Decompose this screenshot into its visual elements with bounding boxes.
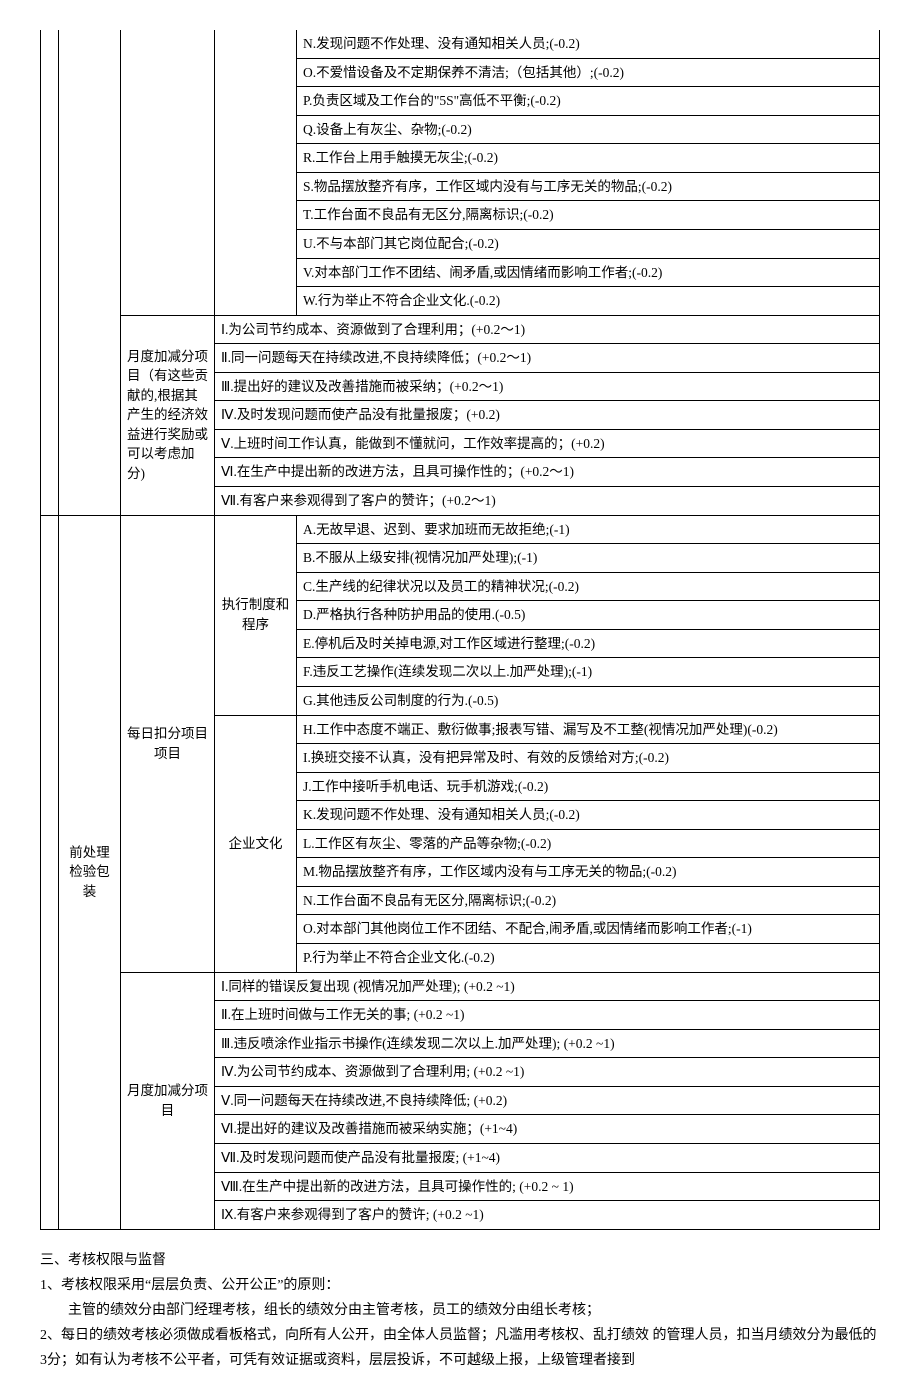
s1-bonus-item: Ⅶ.有客户来参观得到了客户的赞许；(+0.2～1) bbox=[215, 487, 880, 516]
s2-culture-item: M.物品摆放整齐有序，工作区域内没有与工序无关的物品;(-0.2) bbox=[297, 858, 880, 887]
s2-exec-item: B.不服从上级安排(视情况加严处理);(-1) bbox=[297, 544, 880, 573]
s2-culture-item: I.换班交接不认真，没有把异常及时、有效的反馈给对方;(-0.2) bbox=[297, 744, 880, 773]
s1-bonus-item: Ⅴ.上班时间工作认真，能做到不懂就问，工作效率提高的；(+0.2) bbox=[215, 429, 880, 458]
s1-col-b bbox=[59, 30, 121, 515]
s2-bonus-item: Ⅴ.同一问题每天在持续改进,不良持续降低; (+0.2) bbox=[215, 1086, 880, 1115]
footer-section: 三、考核权限与监督 1、考核权限采用“层层负责、公开公正”的原则： 主管的绩效分… bbox=[40, 1248, 880, 1374]
s1-col-a bbox=[41, 30, 59, 515]
s2-exec-item: D.严格执行各种防护用品的使用.(-0.5) bbox=[297, 601, 880, 630]
s1-culture-item: N.发现问题不作处理、没有通知相关人员;(-0.2) bbox=[297, 30, 880, 58]
s2-col-a bbox=[41, 515, 59, 1229]
s2-exec-item: A.无故早退、迟到、要求加班而无故拒绝;(-1) bbox=[297, 515, 880, 544]
footer-heading: 三、考核权限与监督 bbox=[40, 1248, 880, 1273]
s1-culture-item: O.不爱惜设备及不定期保养不清洁;（包括其他）;(-0.2) bbox=[297, 58, 880, 87]
s1-bonus-item: Ⅵ.在生产中提出新的改进方法，且具可操作性的；(+0.2～1) bbox=[215, 458, 880, 487]
s2-culture-item: N.工作台面不良品有无区分,隔离标识;(-0.2) bbox=[297, 886, 880, 915]
s2-culture-label: 企业文化 bbox=[215, 715, 297, 972]
evaluation-table: N.发现问题不作处理、没有通知相关人员;(-0.2) O.不爱惜设备及不定期保养… bbox=[40, 30, 880, 1230]
s1-col-c-culture bbox=[121, 30, 215, 315]
s1-col-d-culture bbox=[215, 30, 297, 315]
s1-culture-item: U.不与本部门其它岗位配合;(-0.2) bbox=[297, 229, 880, 258]
s1-culture-item: S.物品摆放整齐有序，工作区域内没有与工序无关的物品;(-0.2) bbox=[297, 172, 880, 201]
s2-monthly-label: 月度加减分项目 bbox=[121, 972, 215, 1229]
s1-monthly-bonus-label: 月度加减分项目（有这些贡献的,根据其产生的经济效益进行奖励或可以考虑加分) bbox=[121, 315, 215, 515]
s2-bonus-item: Ⅵ.提出好的建议及改善措施而被采纳实施；(+1~4) bbox=[215, 1115, 880, 1144]
s1-culture-item: T.工作台面不良品有无区分,隔离标识;(-0.2) bbox=[297, 201, 880, 230]
s2-culture-item: P.行为举止不符合企业文化.(-0.2) bbox=[297, 944, 880, 973]
s2-culture-item: O.对本部门其他岗位工作不团结、不配合,闹矛盾,或因情绪而影响工作者;(-1) bbox=[297, 915, 880, 944]
s1-culture-item: R.工作台上用手触摸无灰尘;(-0.2) bbox=[297, 144, 880, 173]
s2-exec-item: C.生产线的纪律状况以及员工的精神状况;(-0.2) bbox=[297, 572, 880, 601]
s2-culture-item: J.工作中接听手机电话、玩手机游戏;(-0.2) bbox=[297, 772, 880, 801]
footer-line-1: 1、考核权限采用“层层负责、公开公正”的原则： bbox=[40, 1273, 880, 1298]
footer-line-2: 2、每日的绩效考核必须做成看板格式，向所有人公开，由全体人员监督；凡滥用考核权、… bbox=[40, 1323, 880, 1373]
s2-col-b-label: 前处理检验包装 bbox=[59, 515, 121, 1229]
s1-bonus-item: Ⅰ.为公司节约成本、资源做到了合理利用；(+0.2～1) bbox=[215, 315, 880, 344]
s2-daily-label: 每日扣分项目项目 bbox=[121, 515, 215, 972]
s1-culture-item: Q.设备上有灰尘、杂物;(-0.2) bbox=[297, 115, 880, 144]
s2-bonus-item: Ⅳ.为公司节约成本、资源做到了合理利用; (+0.2 ~1) bbox=[215, 1058, 880, 1087]
s1-culture-item: W.行为举止不符合企业文化.(-0.2) bbox=[297, 287, 880, 316]
s2-bonus-item: Ⅲ.违反喷涂作业指示书操作(连续发现二次以上.加严处理); (+0.2 ~1) bbox=[215, 1029, 880, 1058]
s1-culture-item: V.对本部门工作不团结、闹矛盾,或因情绪而影响工作者;(-0.2) bbox=[297, 258, 880, 287]
s2-bonus-item: Ⅱ.在上班时间做与工作无关的事; (+0.2 ~1) bbox=[215, 1001, 880, 1030]
s2-culture-item: H.工作中态度不端正、敷衍做事;报表写错、漏写及不工整(视情况加严处理)(-0.… bbox=[297, 715, 880, 744]
s1-bonus-item: Ⅱ.同一问题每天在持续改进,不良持续降低；(+0.2～1) bbox=[215, 344, 880, 373]
s1-bonus-item: Ⅲ.提出好的建议及改善措施而被采纳；(+0.2～1) bbox=[215, 372, 880, 401]
s2-exec-item: F.违反工艺操作(连续发现二次以上.加严处理);(-1) bbox=[297, 658, 880, 687]
s2-exec-item: G.其他违反公司制度的行为.(-0.5) bbox=[297, 686, 880, 715]
s2-bonus-item: Ⅸ.有客户来参观得到了客户的赞许; (+0.2 ~1) bbox=[215, 1201, 880, 1230]
s2-culture-item: K.发现问题不作处理、没有通知相关人员;(-0.2) bbox=[297, 801, 880, 830]
s1-bonus-item: Ⅳ.及时发现问题而使产品没有批量报废；(+0.2) bbox=[215, 401, 880, 430]
s2-exec-item: E.停机后及时关掉电源,对工作区域进行整理;(-0.2) bbox=[297, 629, 880, 658]
s2-exec-label: 执行制度和程序 bbox=[215, 515, 297, 715]
s1-culture-item: P.负责区域及工作台的"5S"高低不平衡;(-0.2) bbox=[297, 87, 880, 116]
s2-bonus-item: Ⅰ.同样的错误反复出现 (视情况加严处理); (+0.2 ~1) bbox=[215, 972, 880, 1001]
s2-bonus-item: Ⅶ.及时发现问题而使产品没有批量报废; (+1~4) bbox=[215, 1143, 880, 1172]
s2-bonus-item: Ⅷ.在生产中提出新的改进方法，且具可操作性的; (+0.2 ~ 1) bbox=[215, 1172, 880, 1201]
s2-culture-item: L.工作区有灰尘、零落的产品等杂物;(-0.2) bbox=[297, 829, 880, 858]
